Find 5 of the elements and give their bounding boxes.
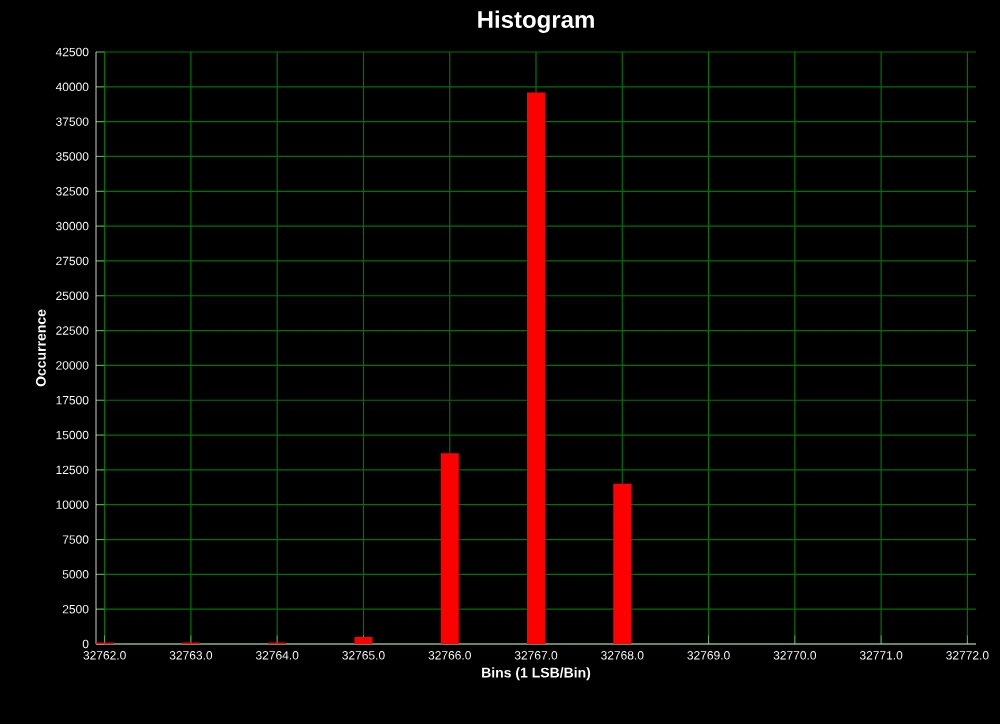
bar (527, 92, 546, 644)
bar (440, 453, 459, 644)
bar (613, 483, 632, 644)
chart-title: Histogram (478, 10, 594, 33)
bar (354, 637, 373, 644)
